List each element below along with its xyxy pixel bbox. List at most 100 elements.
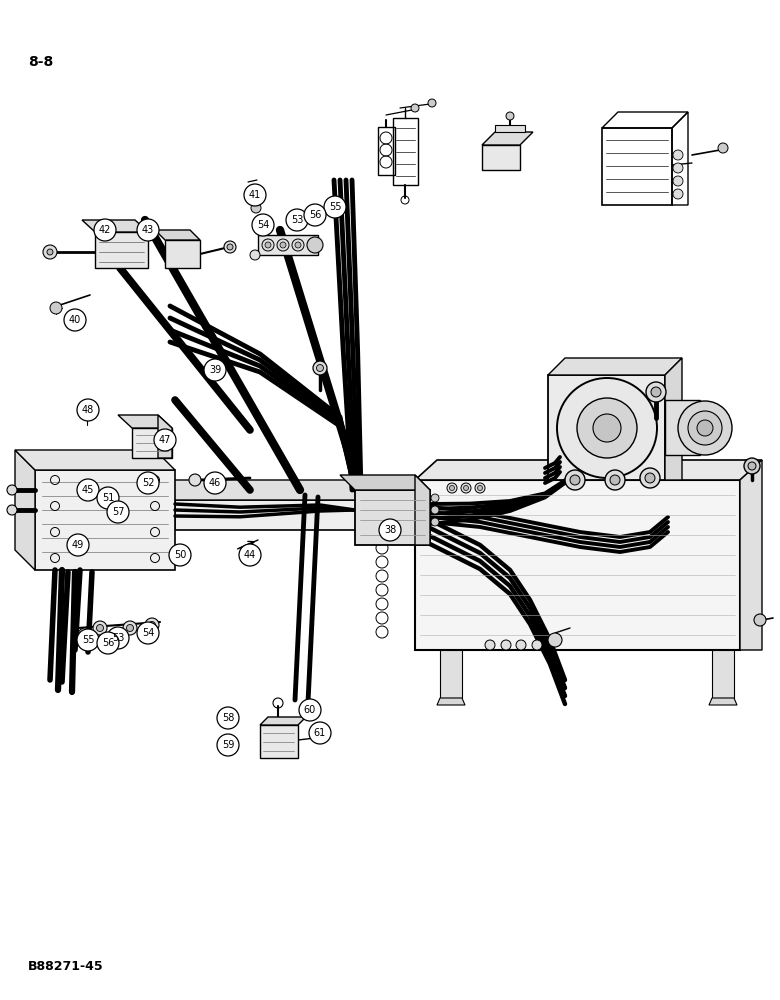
Circle shape (461, 483, 471, 493)
Circle shape (570, 475, 580, 485)
Circle shape (93, 621, 107, 635)
Circle shape (78, 628, 92, 642)
Circle shape (748, 462, 756, 470)
Circle shape (244, 184, 266, 206)
Circle shape (292, 239, 304, 251)
Polygon shape (709, 698, 737, 705)
Text: 60: 60 (304, 705, 316, 715)
Polygon shape (260, 717, 306, 725)
Text: 39: 39 (209, 365, 221, 375)
Circle shape (217, 734, 239, 756)
Circle shape (67, 534, 89, 556)
Polygon shape (132, 428, 172, 458)
Circle shape (673, 150, 683, 160)
Circle shape (262, 239, 274, 251)
Polygon shape (525, 480, 550, 530)
Circle shape (651, 387, 661, 397)
Circle shape (77, 629, 99, 651)
Circle shape (145, 618, 159, 632)
Circle shape (64, 309, 86, 331)
Polygon shape (665, 400, 700, 455)
Text: 42: 42 (99, 225, 112, 235)
Text: 47: 47 (159, 435, 171, 445)
Circle shape (50, 302, 62, 314)
Polygon shape (482, 132, 533, 145)
Polygon shape (15, 450, 35, 570)
Circle shape (307, 237, 323, 253)
Circle shape (428, 99, 436, 107)
Circle shape (137, 622, 159, 644)
Circle shape (744, 458, 760, 474)
Polygon shape (155, 480, 550, 500)
Circle shape (485, 640, 495, 650)
Polygon shape (415, 475, 430, 545)
Circle shape (379, 519, 401, 541)
Text: 38: 38 (384, 525, 396, 535)
Circle shape (697, 420, 713, 436)
Circle shape (107, 501, 129, 523)
Circle shape (169, 544, 191, 566)
Polygon shape (437, 698, 465, 705)
Polygon shape (155, 230, 200, 240)
Text: 49: 49 (72, 540, 84, 550)
Text: 54: 54 (257, 220, 269, 230)
Circle shape (532, 640, 542, 650)
Circle shape (7, 485, 17, 495)
Text: 43: 43 (142, 225, 154, 235)
Circle shape (431, 518, 439, 526)
Polygon shape (355, 490, 430, 545)
Circle shape (673, 163, 683, 173)
Polygon shape (35, 470, 175, 570)
Polygon shape (495, 125, 525, 132)
Circle shape (610, 475, 620, 485)
Polygon shape (548, 375, 665, 480)
Polygon shape (260, 725, 298, 758)
Circle shape (137, 219, 159, 241)
Circle shape (204, 472, 226, 494)
Polygon shape (665, 358, 682, 480)
Circle shape (447, 483, 457, 493)
Circle shape (77, 399, 99, 421)
Circle shape (718, 143, 728, 153)
Circle shape (97, 632, 119, 654)
Circle shape (678, 401, 732, 455)
Text: 46: 46 (209, 478, 221, 488)
Circle shape (295, 242, 301, 248)
Circle shape (313, 361, 327, 375)
Circle shape (317, 364, 324, 371)
Text: 51: 51 (102, 493, 114, 503)
Text: B88271-45: B88271-45 (28, 960, 104, 973)
Circle shape (251, 203, 261, 213)
Circle shape (97, 624, 104, 632)
Circle shape (309, 722, 331, 744)
Polygon shape (482, 145, 520, 170)
Circle shape (227, 244, 233, 250)
Circle shape (593, 414, 621, 442)
Circle shape (189, 474, 201, 486)
Text: 41: 41 (249, 190, 261, 200)
Text: 52: 52 (142, 478, 154, 488)
Text: 56: 56 (309, 210, 321, 220)
Text: 57: 57 (112, 507, 124, 517)
Polygon shape (415, 460, 762, 480)
Polygon shape (740, 460, 762, 650)
Polygon shape (15, 450, 175, 470)
Circle shape (411, 104, 419, 112)
Polygon shape (712, 650, 734, 698)
Circle shape (265, 242, 271, 248)
Circle shape (47, 249, 53, 255)
Circle shape (280, 242, 286, 248)
Circle shape (94, 219, 116, 241)
Text: 50: 50 (174, 550, 186, 560)
Polygon shape (258, 235, 318, 255)
Polygon shape (95, 232, 148, 268)
Circle shape (645, 473, 655, 483)
Circle shape (217, 707, 239, 729)
Text: 8-8: 8-8 (28, 55, 53, 69)
Text: 58: 58 (222, 713, 234, 723)
Circle shape (126, 624, 133, 632)
Text: 48: 48 (82, 405, 94, 415)
Circle shape (148, 621, 155, 629)
Circle shape (557, 378, 657, 478)
Circle shape (688, 411, 722, 445)
